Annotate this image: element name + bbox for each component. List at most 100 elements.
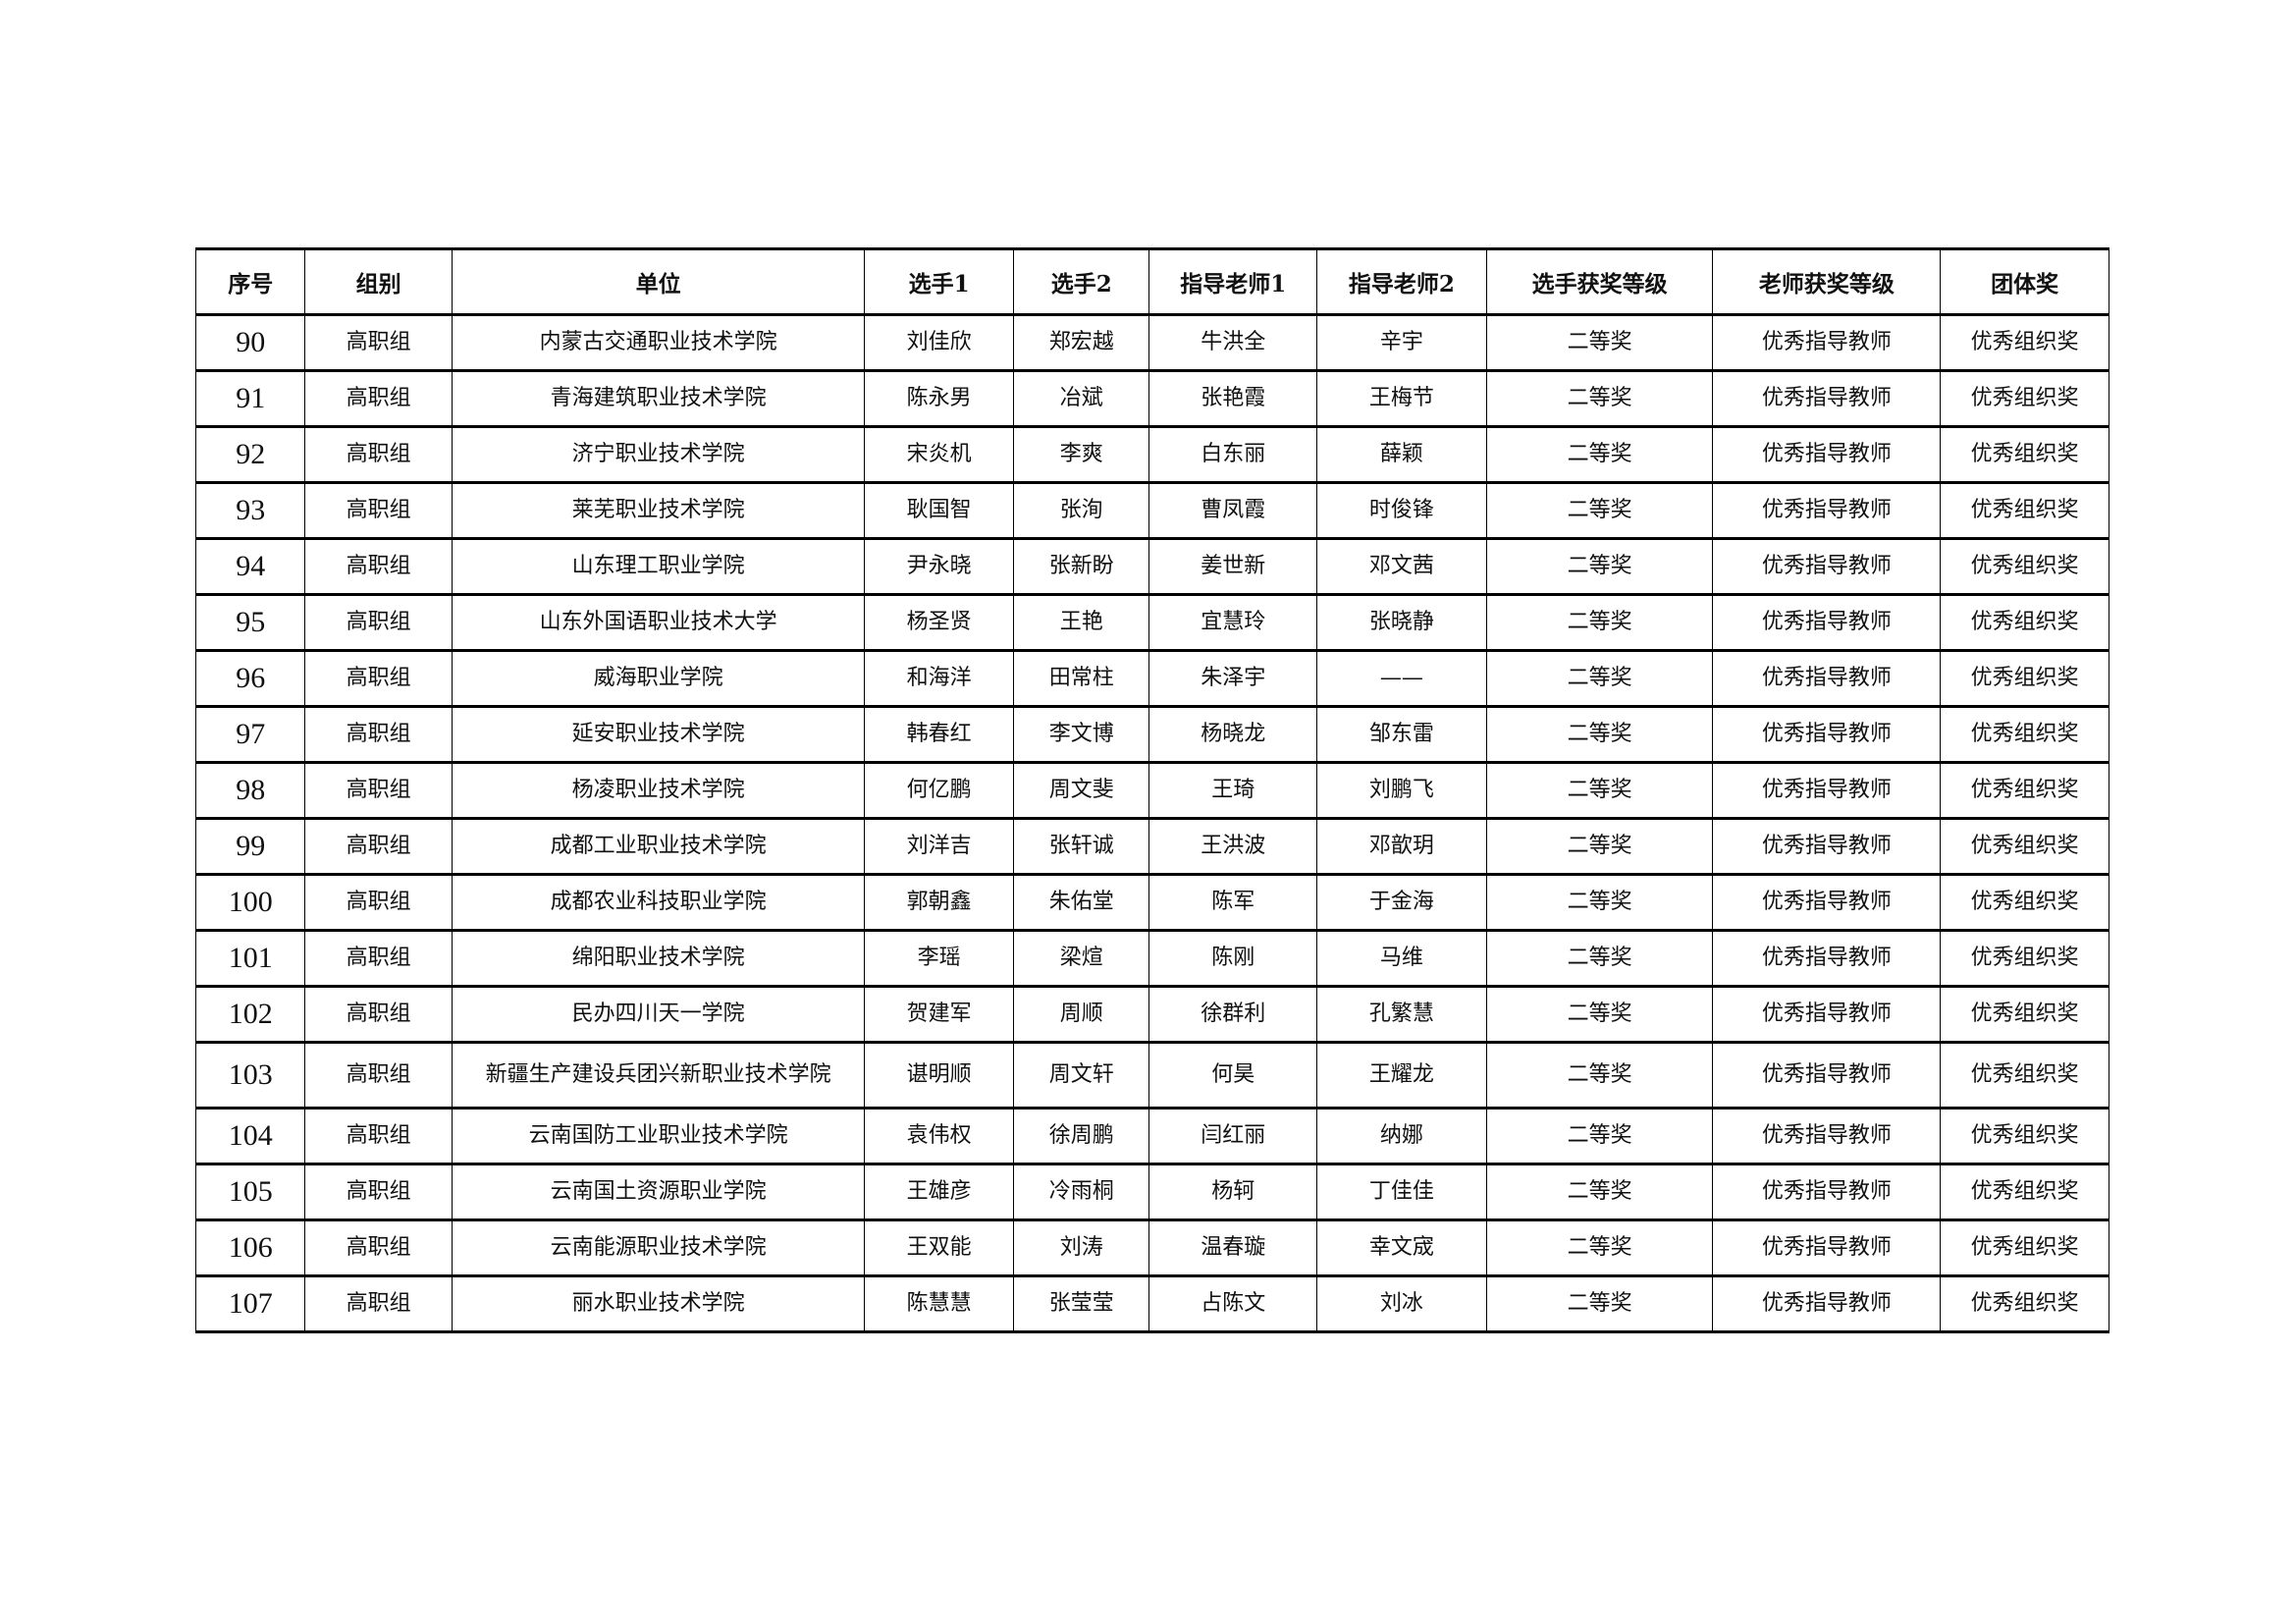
cell-col-teacher-2: 王梅节 (1316, 369, 1487, 428)
cell-col-teacher-1: 何昊 (1148, 1041, 1318, 1110)
cell-col-player-2: 冶斌 (1012, 369, 1150, 428)
table-row: 104 高职组 云南国防工业职业技术学院 袁伟权 徐周鹏 闫红丽 纳娜 二等奖 优秀指导教师 优秀… (194, 1107, 2109, 1165)
cell-col-index: 106 (194, 1218, 306, 1277)
table-row: 91 高职组 青海建筑职业技术学院 陈永男 冶斌 张艳霞 王梅节 二等奖 优秀指导教师 优秀组织奖 (194, 369, 2109, 428)
cell-col-player-award: 二等奖 (1485, 1218, 1714, 1277)
cell-col-group: 高职组 (304, 369, 453, 428)
cell-col-teacher-2: 邹东雷 (1316, 705, 1487, 764)
cell-col-teacher-2: 张晓静 (1316, 593, 1487, 652)
cell-col-player-1: 王雄彦 (864, 1163, 1014, 1221)
cell-col-team-award: 优秀组织奖 (1940, 313, 2109, 372)
cell-col-teacher-2: 丁佳佳 (1316, 1163, 1487, 1221)
cell-col-player-1: 袁伟权 (864, 1107, 1014, 1165)
cell-col-teacher-2: 孔繁慧 (1316, 985, 1487, 1044)
cell-col-teacher-award: 优秀指导教师 (1712, 1041, 1942, 1110)
cell-col-player-1: 杨圣贤 (864, 593, 1014, 652)
cell-col-team-award: 优秀组织奖 (1940, 1274, 2109, 1333)
cell-col-teacher-1: 陈军 (1148, 873, 1318, 932)
cell-col-player-award: 二等奖 (1485, 537, 1714, 596)
cell-col-index: 100 (194, 873, 306, 932)
table-row: 93 高职组 莱芜职业技术学院 耿国智 张洵 曹凤霞 时俊锋 二等奖 优秀指导教师 优秀组织奖 (194, 481, 2109, 540)
cell-col-teacher-1: 白东丽 (1148, 425, 1318, 484)
cell-col-player-award: 二等奖 (1485, 313, 1714, 372)
cell-col-player-2: 周文斐 (1012, 761, 1150, 820)
cell-col-unit: 云南能源职业技术学院 (451, 1218, 866, 1277)
cell-col-player-1: 王双能 (864, 1218, 1014, 1277)
cell-col-team-award: 优秀组织奖 (1940, 369, 2109, 428)
cell-col-teacher-2: 刘鹏飞 (1316, 761, 1487, 820)
cell-col-index: 96 (194, 649, 306, 708)
cell-col-player-1: 尹永晓 (864, 537, 1014, 596)
cell-col-player-2: 张轩诚 (1012, 817, 1150, 876)
cell-col-unit: 绵阳职业技术学院 (451, 929, 866, 988)
cell-col-teacher-award: 优秀指导教师 (1712, 369, 1942, 428)
header-col-player-1: 选手1 (864, 247, 1014, 316)
cell-col-teacher-award: 优秀指导教师 (1712, 481, 1942, 540)
cell-col-index: 105 (194, 1163, 306, 1221)
cell-col-teacher-2: 于金海 (1316, 873, 1487, 932)
cell-col-index: 97 (194, 705, 306, 764)
cell-col-index: 93 (194, 481, 306, 540)
cell-col-group: 高职组 (304, 1218, 453, 1277)
cell-col-teacher-1: 杨轲 (1148, 1163, 1318, 1221)
cell-col-teacher-2: 幸文宬 (1316, 1218, 1487, 1277)
cell-col-team-award: 优秀组织奖 (1940, 425, 2109, 484)
cell-col-index: 101 (194, 929, 306, 988)
table-row: 102 高职组 民办四川天一学院 贺建军 周顺 徐群利 孔繁慧 二等奖 优秀指导教师 优秀组织奖 (194, 985, 2109, 1044)
cell-col-player-award: 二等奖 (1485, 817, 1714, 876)
cell-col-player-1: 耿国智 (864, 481, 1014, 540)
cell-col-teacher-1: 王洪波 (1148, 817, 1318, 876)
cell-col-group: 高职组 (304, 425, 453, 484)
cell-col-teacher-2: 时俊锋 (1316, 481, 1487, 540)
cell-col-player-2: 梁煊 (1012, 929, 1150, 988)
cell-col-player-1: 何亿鹏 (864, 761, 1014, 820)
header-col-teacher-1: 指导老师1 (1148, 247, 1318, 316)
cell-col-teacher-2: 马维 (1316, 929, 1487, 988)
cell-col-index: 90 (194, 313, 306, 372)
header-col-team-award: 团体奖 (1940, 247, 2109, 316)
cell-col-player-2: 张莹莹 (1012, 1274, 1150, 1333)
award-table: 序号 组别 单位 选手1 选手2 指导老师1 指导老师2 选手获奖等级 老师获奖等级 团体奖 90… (194, 247, 2109, 1333)
cell-col-team-award: 优秀组织奖 (1940, 593, 2109, 652)
cell-col-index: 95 (194, 593, 306, 652)
cell-col-team-award: 优秀组织奖 (1940, 873, 2109, 932)
cell-col-teacher-2: —— (1316, 649, 1487, 708)
cell-col-group: 高职组 (304, 1041, 453, 1110)
cell-col-teacher-1: 朱泽宇 (1148, 649, 1318, 708)
cell-col-unit: 民办四川天一学院 (451, 985, 866, 1044)
cell-col-player-2: 周顺 (1012, 985, 1150, 1044)
cell-col-player-2: 李文博 (1012, 705, 1150, 764)
cell-col-group: 高职组 (304, 817, 453, 876)
cell-col-teacher-1: 曹凤霞 (1148, 481, 1318, 540)
cell-col-team-award: 优秀组织奖 (1940, 705, 2109, 764)
cell-col-teacher-1: 牛洪全 (1148, 313, 1318, 372)
cell-col-index: 102 (194, 985, 306, 1044)
cell-col-player-2: 周文轩 (1012, 1041, 1150, 1110)
cell-col-unit: 济宁职业技术学院 (451, 425, 866, 484)
table-row: 96 高职组 威海职业学院 和海洋 田常柱 朱泽宇 —— 二等奖 优秀指导教师 优秀组织奖 (194, 649, 2109, 708)
cell-col-group: 高职组 (304, 481, 453, 540)
cell-col-player-2: 朱佑堂 (1012, 873, 1150, 932)
table-row: 106 高职组 云南能源职业技术学院 王双能 刘涛 温春璇 幸文宬 二等奖 优秀指导教师 优秀组织… (194, 1218, 2109, 1277)
table-row: 97 高职组 延安职业技术学院 韩春红 李文博 杨晓龙 邹东雷 二等奖 优秀指导教师 优秀组织奖 (194, 705, 2109, 764)
cell-col-teacher-award: 优秀指导教师 (1712, 873, 1942, 932)
cell-col-teacher-2: 邓文茜 (1316, 537, 1487, 596)
cell-col-teacher-1: 宜慧玲 (1148, 593, 1318, 652)
cell-col-team-award: 优秀组织奖 (1940, 1163, 2109, 1221)
header-col-unit: 单位 (451, 247, 866, 316)
cell-col-group: 高职组 (304, 761, 453, 820)
cell-col-teacher-2: 邓歆玥 (1316, 817, 1487, 876)
cell-col-player-1: 陈永男 (864, 369, 1014, 428)
cell-col-group: 高职组 (304, 649, 453, 708)
cell-col-unit: 内蒙古交通职业技术学院 (451, 313, 866, 372)
cell-col-player-award: 二等奖 (1485, 369, 1714, 428)
cell-col-teacher-award: 优秀指导教师 (1712, 313, 1942, 372)
cell-col-player-2: 冷雨桐 (1012, 1163, 1150, 1221)
cell-col-team-award: 优秀组织奖 (1940, 929, 2109, 988)
cell-col-player-2: 张新盼 (1012, 537, 1150, 596)
cell-col-teacher-award: 优秀指导教师 (1712, 761, 1942, 820)
cell-col-player-award: 二等奖 (1485, 761, 1714, 820)
cell-col-player-1: 贺建军 (864, 985, 1014, 1044)
cell-col-team-award: 优秀组织奖 (1940, 1107, 2109, 1165)
cell-col-unit: 新疆生产建设兵团兴新职业技术学院 (451, 1041, 866, 1110)
